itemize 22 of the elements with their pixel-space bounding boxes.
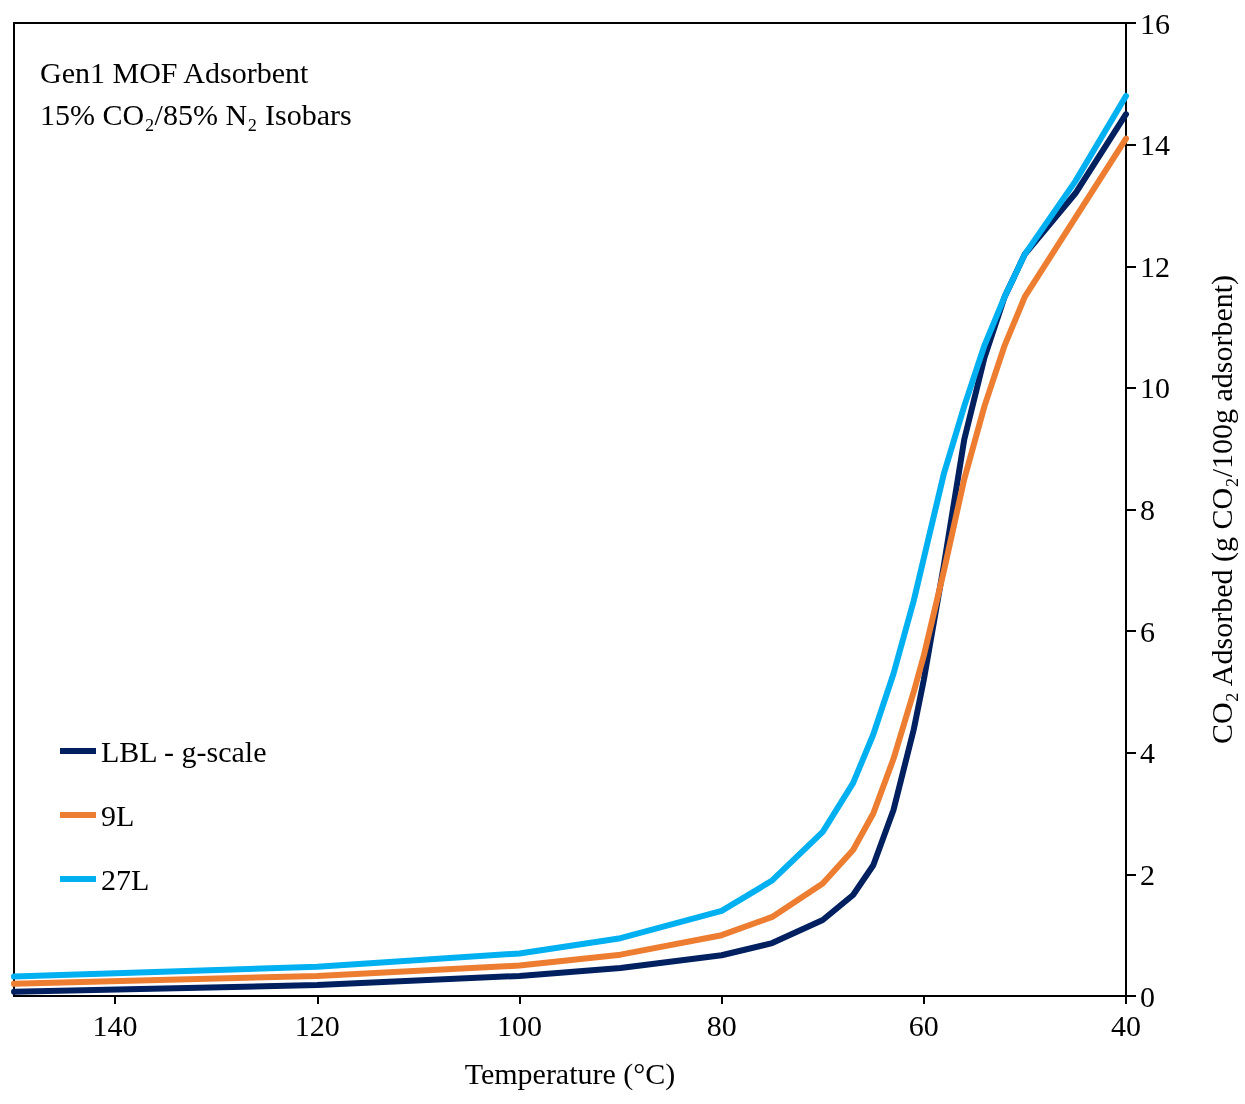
y-tick-label: 2 (1140, 857, 1155, 891)
text: Gen1 MOF Adsorbent (40, 55, 309, 89)
y-tick-label: 8 (1140, 493, 1155, 526)
y-tick-label: 10 (1140, 371, 1170, 405)
x-tick-label: 120 (294, 1008, 340, 1042)
y-tick-label: 0 (1140, 979, 1155, 1013)
y-tick-label: 16 (1140, 6, 1170, 40)
x-axis-title: Temperature (°C) (464, 1056, 676, 1091)
x-tick-label: 40 (1111, 1008, 1141, 1042)
legend-label: LBL - g-scale (101, 734, 267, 768)
x-tick-label: 80 (706, 1008, 737, 1042)
x-tick-label: 60 (908, 1008, 939, 1042)
legend-label: 9L (101, 798, 135, 832)
x-tick-label: 100 (496, 1008, 542, 1042)
text: 15% CO₂/85% N₂ Isobars (40, 97, 352, 131)
y-tick-label: 12 (1140, 249, 1170, 283)
y-tick-label: 6 (1140, 614, 1155, 648)
legend-label: 27L (101, 862, 150, 896)
y-tick-label: 4 (1140, 736, 1155, 770)
y-tick-label: 14 (1140, 128, 1170, 162)
x-tick-label: 140 (92, 1008, 138, 1042)
y-axis-title: CO₂ Adsorbed (g CO₂/100g adsorbent) (1204, 274, 1239, 745)
